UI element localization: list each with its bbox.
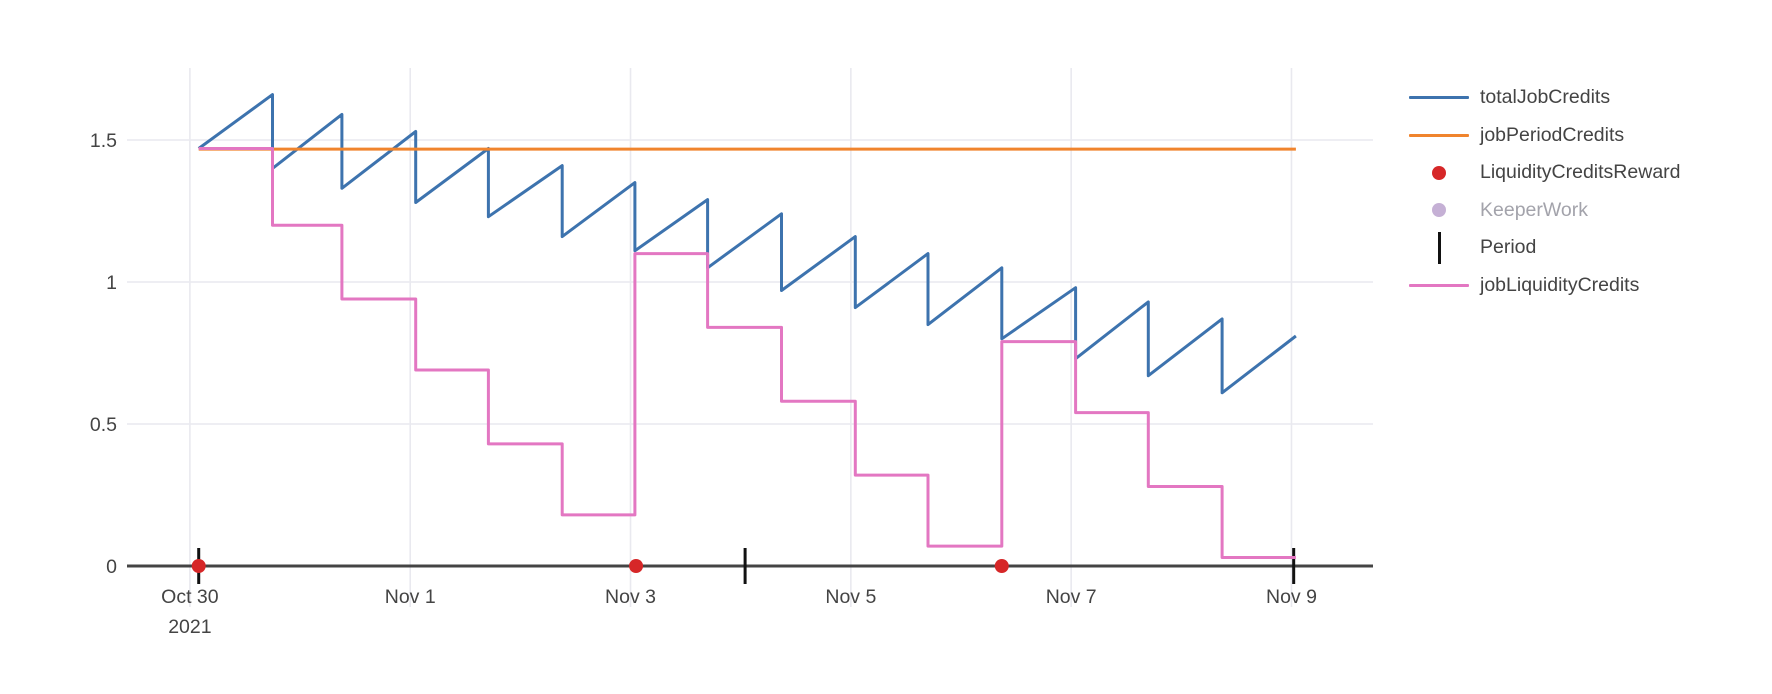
legend-label: KeeperWork: [1480, 198, 1589, 221]
reward-dot[interactable]: [994, 558, 1009, 573]
legend-label: Period: [1480, 236, 1537, 259]
legend-item-totaljobcredits[interactable]: totalJobCredits: [1407, 79, 1681, 117]
x-tick-label: Nov 1: [385, 586, 436, 608]
y-tick-label: 0: [106, 556, 117, 578]
x-tick-sublabel: 2021: [168, 616, 211, 638]
x-tick-label: Nov 3: [605, 586, 656, 608]
x-tick-label: Oct 30: [161, 586, 219, 608]
line-swatch-icon: [1407, 96, 1471, 100]
y-tick-label: 1.5: [90, 130, 117, 152]
x-tick-label: Nov 9: [1266, 586, 1317, 608]
legend-item-liquiditycreditsreward[interactable]: LiquidityCreditsReward: [1407, 154, 1681, 192]
y-tick-label: 1: [106, 272, 117, 294]
tick-swatch-icon: [1407, 231, 1471, 264]
reward-dot[interactable]: [629, 558, 644, 573]
line-swatch-icon: [1407, 133, 1471, 137]
x-tick-label: Nov 7: [1046, 586, 1097, 608]
legend-label: jobPeriodCredits: [1480, 123, 1625, 146]
legend-item-jobperiodcredits[interactable]: jobPeriodCredits: [1407, 117, 1681, 155]
series-totalJobCredits[interactable]: [197, 93, 1297, 395]
legend-label: LiquidityCreditsReward: [1480, 161, 1681, 184]
x-tick-label: Nov 5: [825, 586, 876, 608]
y-tick-label: 0.5: [90, 414, 117, 436]
legend-item-keeperwork[interactable]: KeeperWork: [1407, 192, 1681, 230]
legend-label: jobLiquidityCredits: [1480, 273, 1640, 296]
legend-label: totalJobCredits: [1480, 86, 1611, 109]
legend: totalJobCredits jobPeriodCredits Liquidi…: [1407, 79, 1681, 304]
line-swatch-icon: [1407, 283, 1471, 287]
dot-swatch-icon: [1407, 203, 1471, 218]
dot-swatch-icon: [1407, 165, 1471, 180]
reward-dot[interactable]: [191, 558, 206, 573]
legend-item-period[interactable]: Period: [1407, 229, 1681, 267]
legend-item-jobliquiditycredits[interactable]: jobLiquidityCredits: [1407, 267, 1681, 305]
series-jobLiquidityCredits[interactable]: [198, 147, 1296, 559]
